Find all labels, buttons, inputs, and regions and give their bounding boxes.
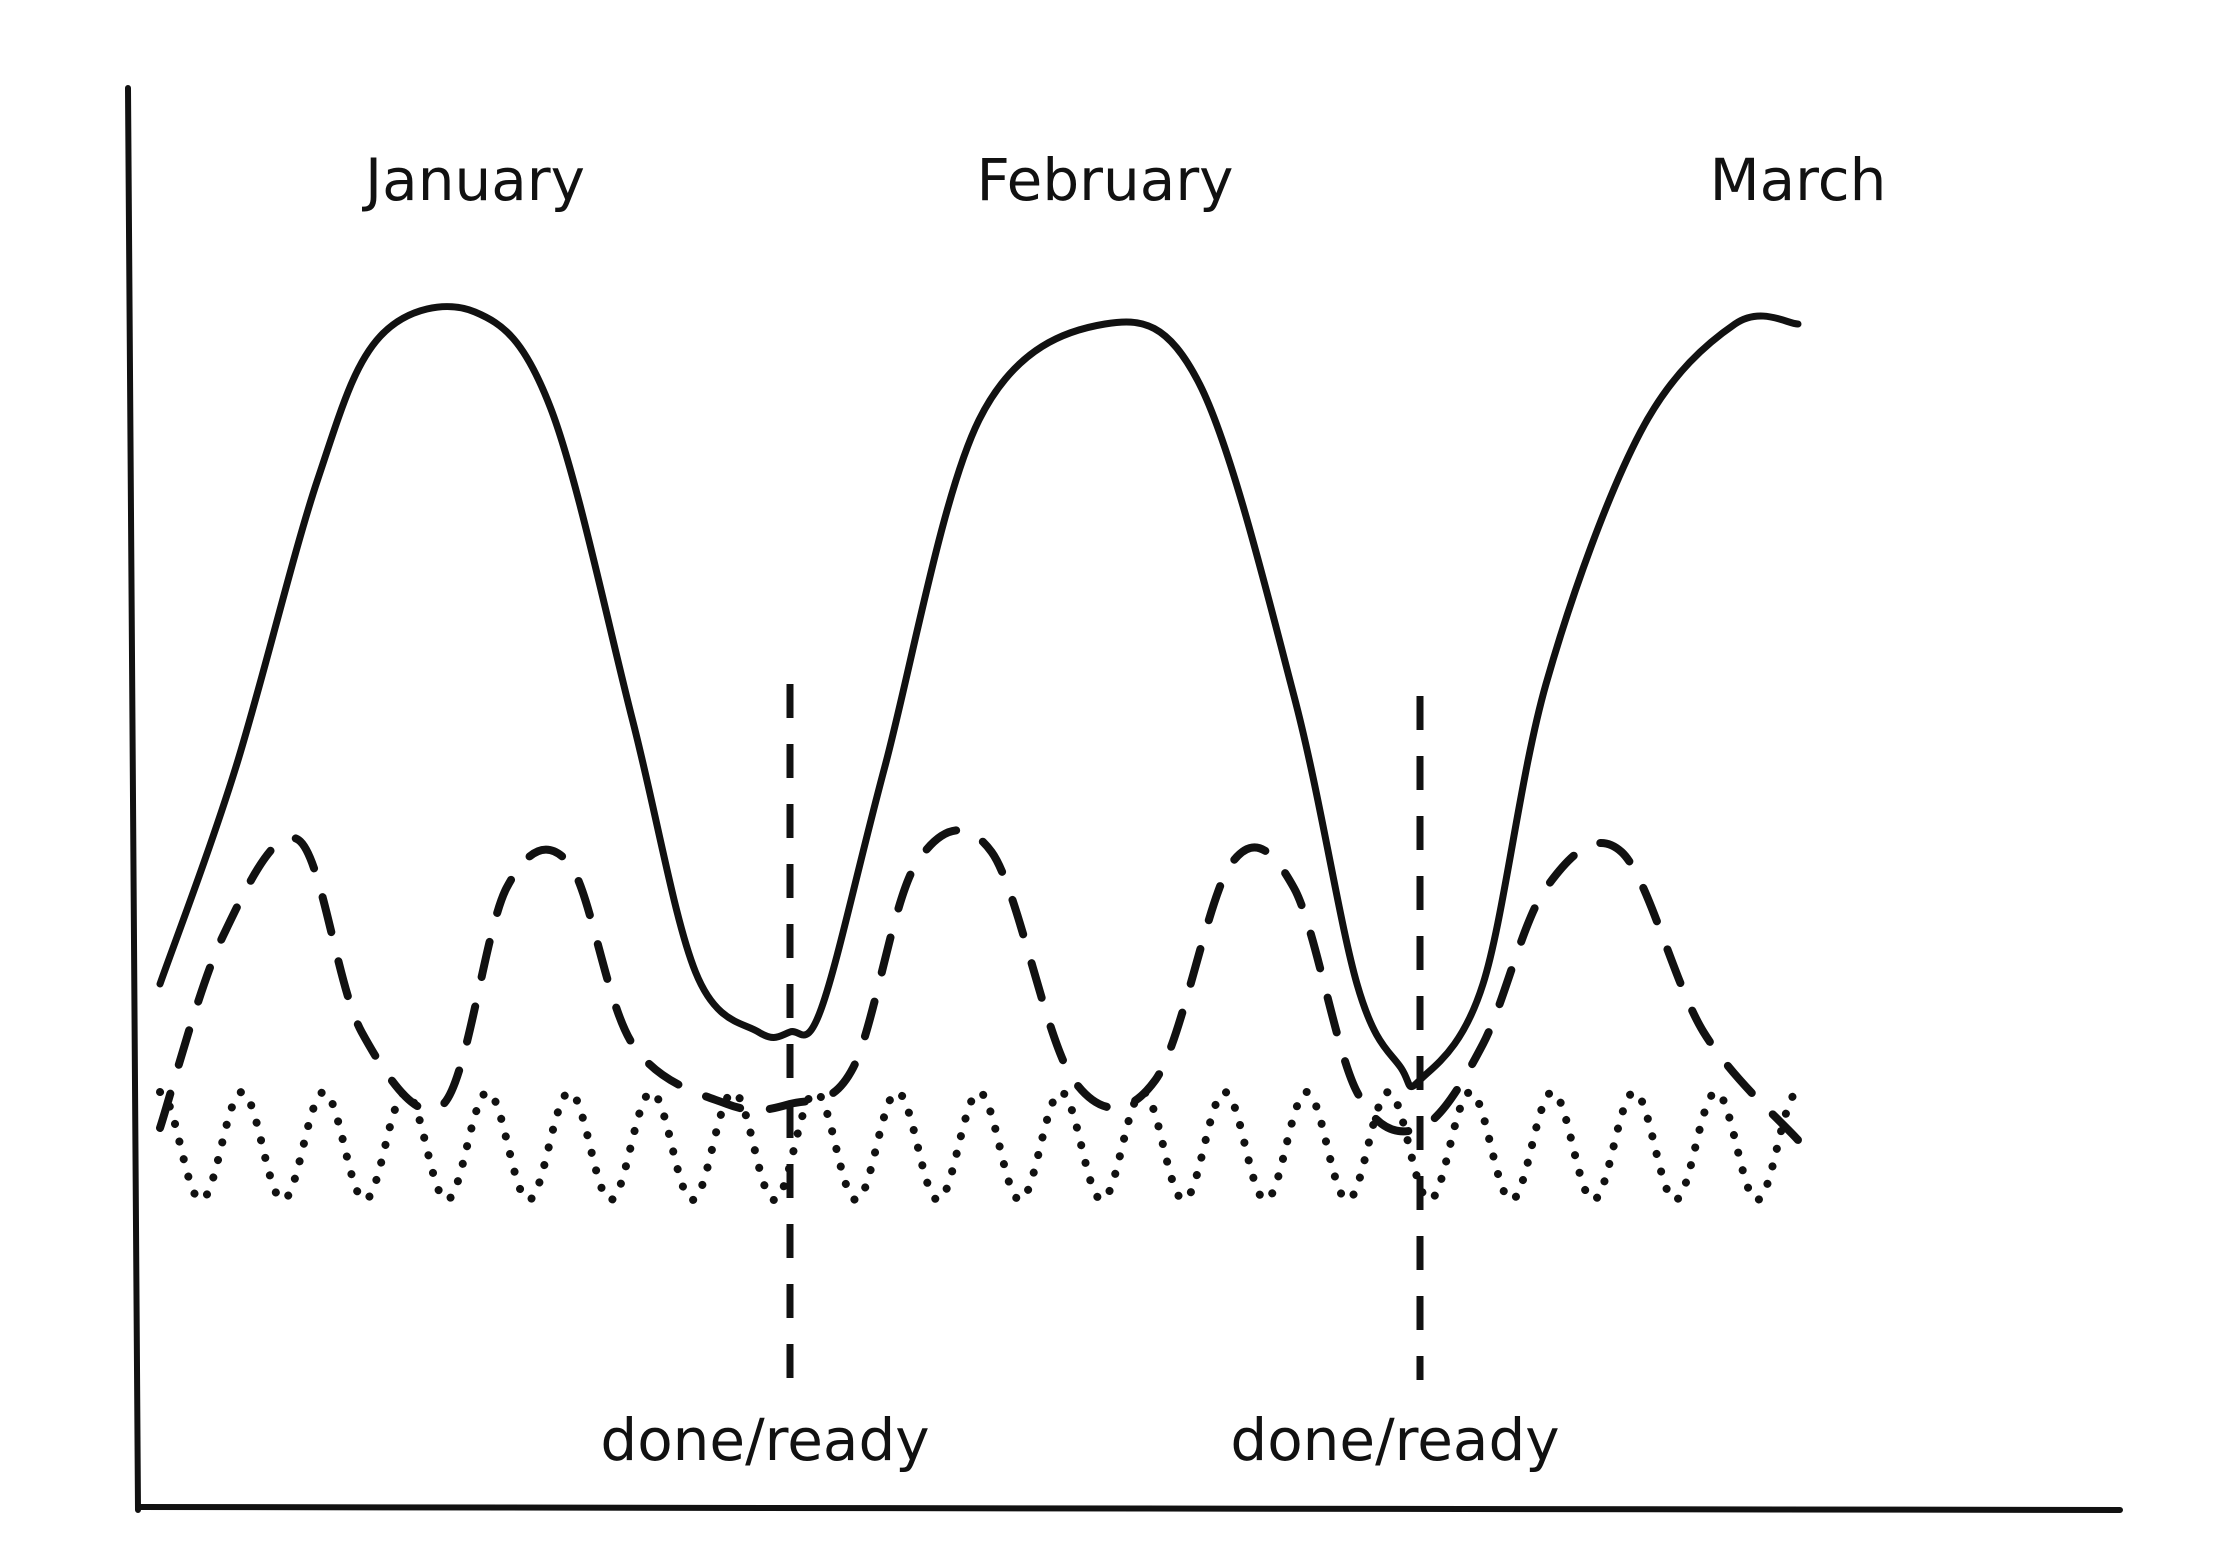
marker-layer bbox=[786, 684, 1424, 1380]
marker-label-1: done/ready bbox=[600, 1406, 929, 1474]
month-label-3: March bbox=[1710, 146, 1887, 214]
series-layer bbox=[156, 303, 1802, 1204]
series-solid-line bbox=[156, 303, 1802, 1091]
x-axis bbox=[135, 1504, 2123, 1513]
month-label-2: February bbox=[976, 146, 1233, 214]
marker-label-2: done/ready bbox=[1230, 1406, 1559, 1474]
series-dotted-line bbox=[156, 1088, 1802, 1204]
label-layer: done/ready done/ready January February March bbox=[362, 146, 1886, 1474]
series-dashed-line bbox=[156, 826, 1802, 1144]
month-label-1: January bbox=[362, 146, 585, 214]
y-axis bbox=[125, 85, 141, 1513]
